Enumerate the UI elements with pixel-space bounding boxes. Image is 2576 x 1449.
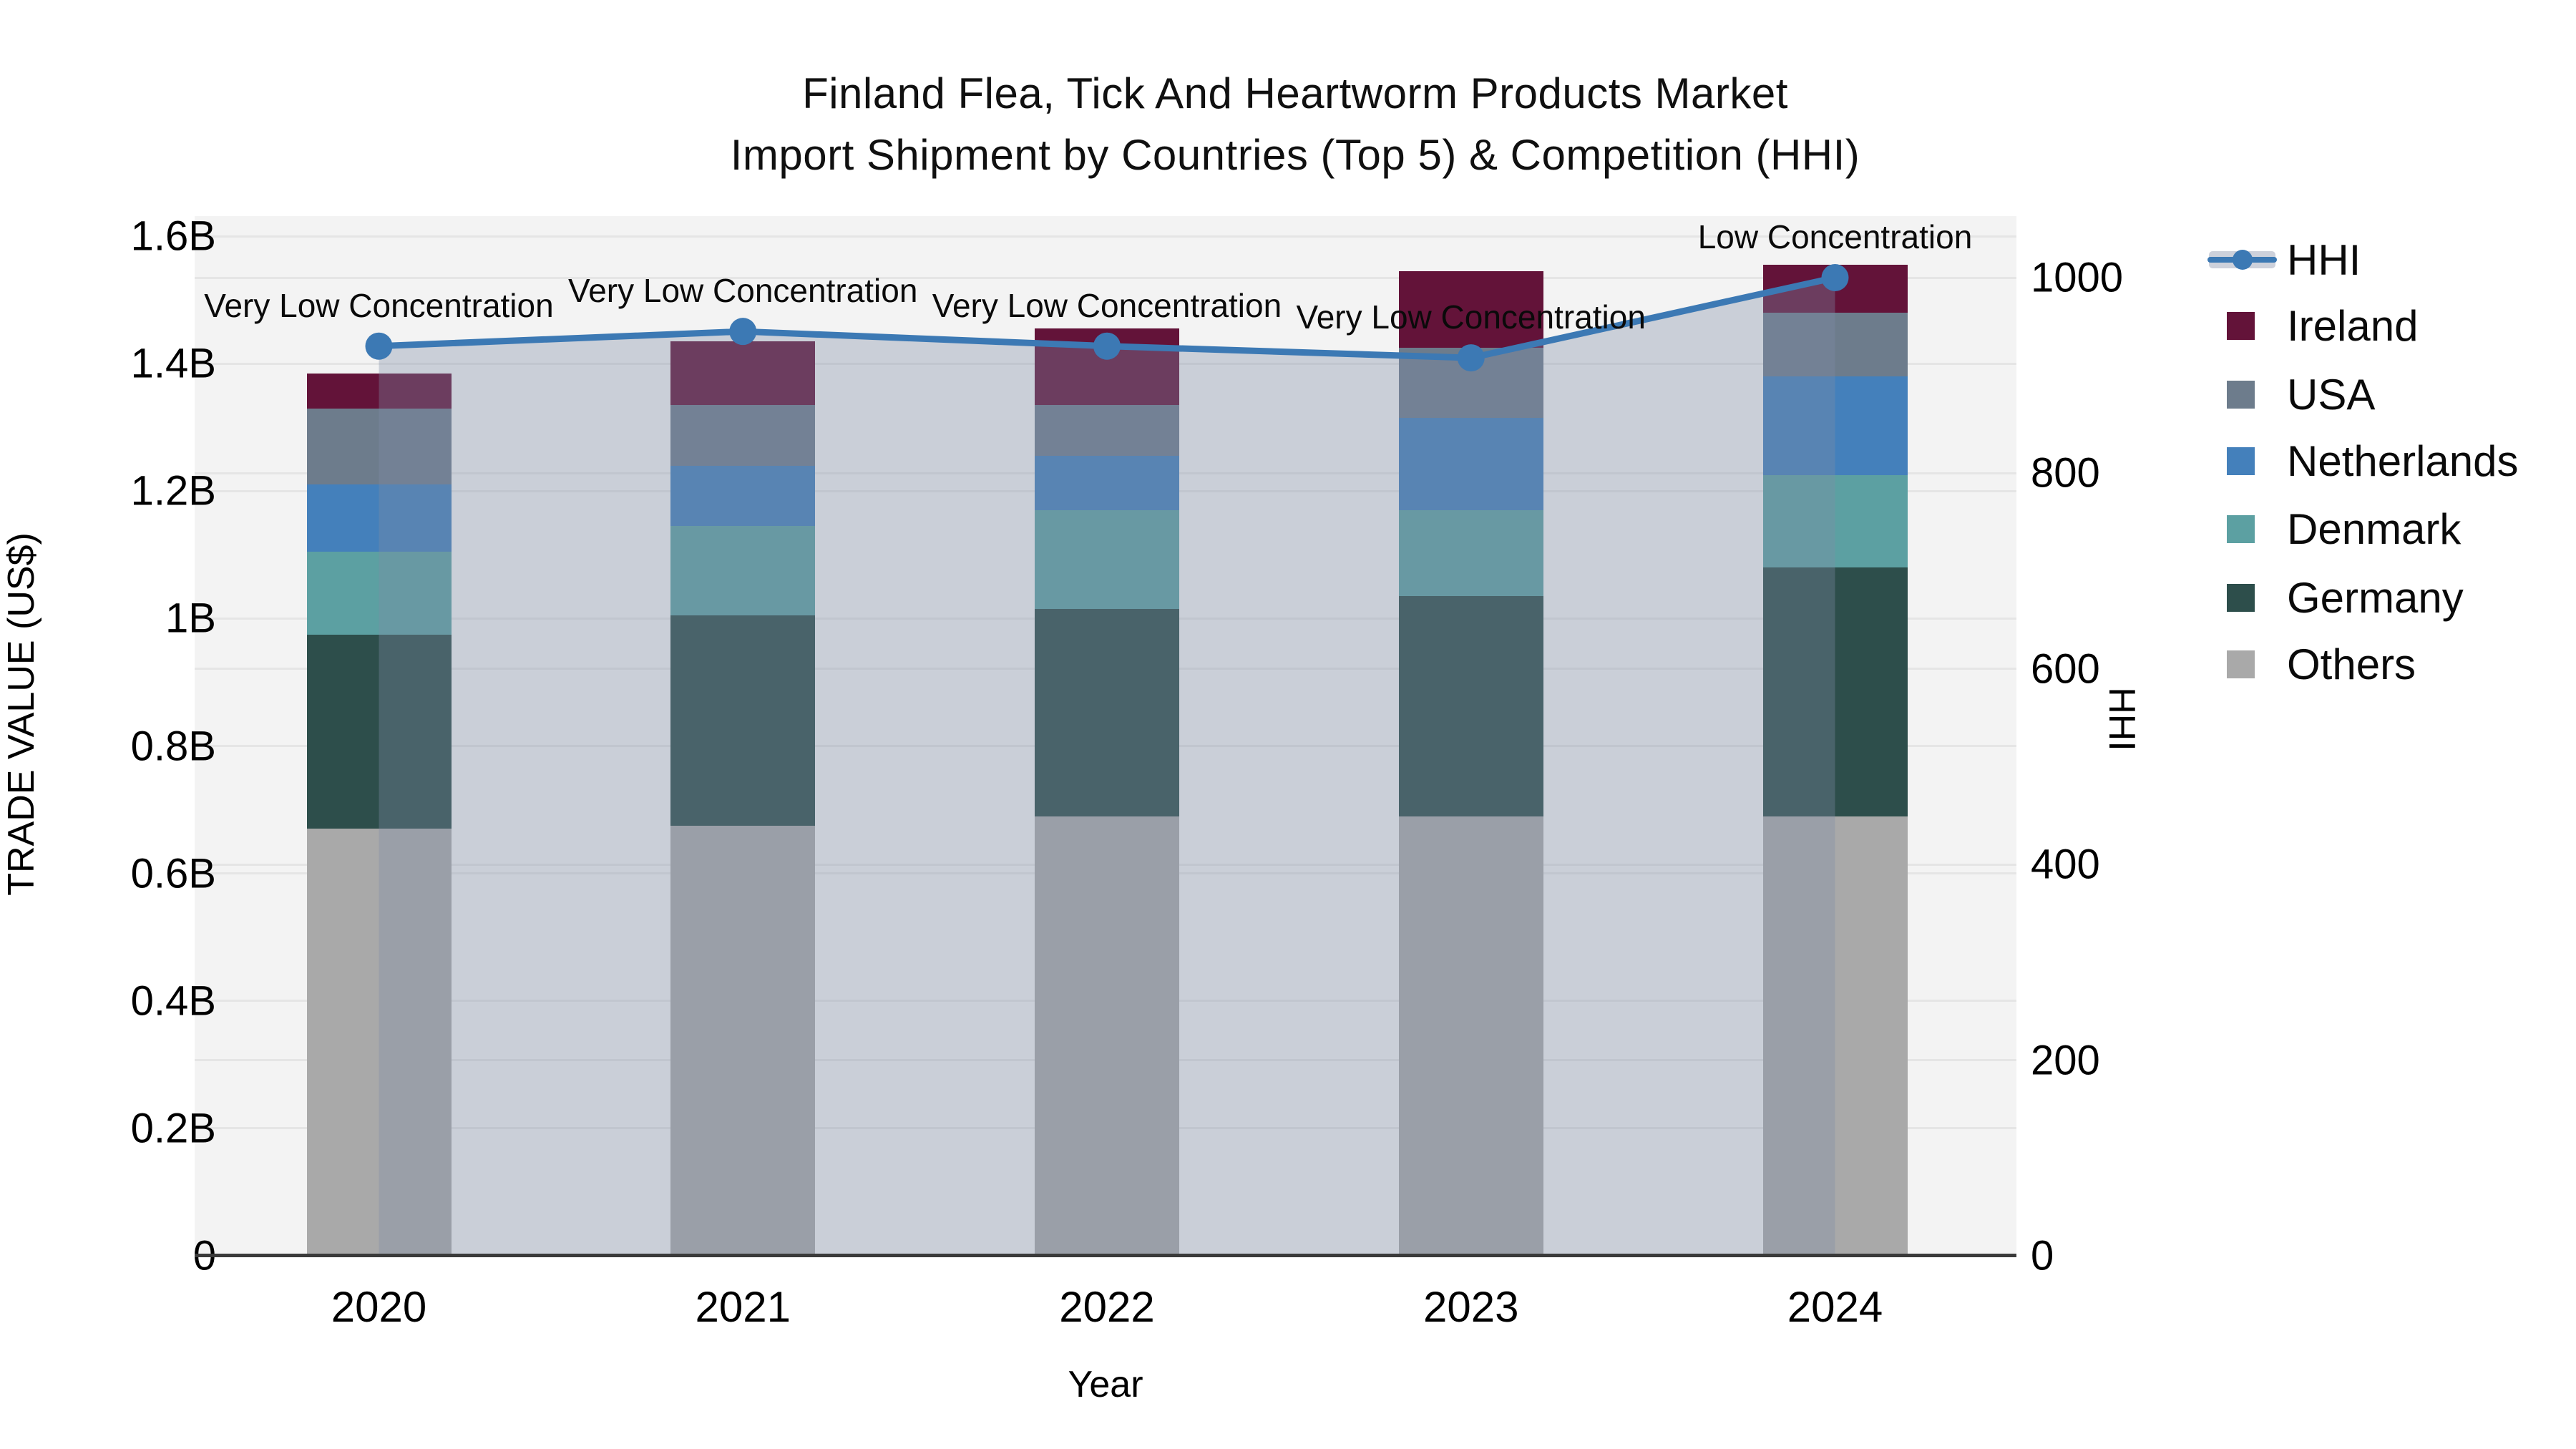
hhi-line-marker-dot bbox=[2232, 250, 2253, 270]
x-tick-2020: 2020 bbox=[331, 1283, 427, 1331]
legend-item-hhi[interactable]: HHI bbox=[2207, 235, 2361, 285]
y-left-tick-0.6B: 0.6B bbox=[130, 850, 216, 897]
bar-segment-netherlands-2022[interactable] bbox=[1035, 456, 1179, 510]
bar-segment-denmark-2020[interactable] bbox=[306, 551, 452, 635]
plot-area: Very Low Concentration Very Low Concentra… bbox=[195, 216, 2016, 1256]
hhi-line-icon bbox=[2207, 250, 2277, 270]
legend-label: Ireland bbox=[2287, 301, 2419, 350]
legend-item-denmark[interactable]: Denmark bbox=[2207, 504, 2461, 554]
gridline-right-1000 bbox=[195, 276, 2016, 279]
legend-label: HHI bbox=[2287, 235, 2361, 284]
y-axis-left-title: TRADE VALUE (US$) bbox=[1, 532, 42, 896]
legend-swatch-ireland bbox=[2227, 311, 2255, 340]
legend-swatch-netherlands bbox=[2227, 447, 2255, 475]
y-axis-right-title: HHI bbox=[2101, 687, 2142, 751]
legend-swatch-others bbox=[2227, 650, 2255, 678]
chart-title-line2: Import Shipment by Countries (Top 5) & C… bbox=[730, 131, 1860, 179]
y-left-tick-1.4B: 1.4B bbox=[130, 340, 216, 387]
bar-segment-others-2020[interactable] bbox=[306, 829, 452, 1256]
bar-segment-germany-2023[interactable] bbox=[1398, 596, 1543, 816]
x-tick-2024: 2024 bbox=[1787, 1283, 1883, 1331]
legend-item-germany[interactable]: Germany bbox=[2207, 572, 2464, 623]
annotation-2020: Very Low Concentration bbox=[204, 286, 554, 324]
annotation-2021: Very Low Concentration bbox=[568, 272, 918, 310]
bar-segment-ireland-2024[interactable] bbox=[1762, 265, 1908, 313]
x-tick-2022: 2022 bbox=[1059, 1283, 1155, 1331]
bar-segment-others-2023[interactable] bbox=[1398, 816, 1543, 1256]
x-axis-title: Year bbox=[1068, 1364, 1143, 1405]
annotation-2023: Very Low Concentration bbox=[1296, 298, 1646, 336]
bar-segment-germany-2021[interactable] bbox=[670, 615, 816, 826]
bar-segment-usa-2021[interactable] bbox=[670, 405, 816, 466]
y-right-tick-1000: 1000 bbox=[2031, 254, 2124, 301]
y-left-tick-0.4B: 0.4B bbox=[130, 977, 216, 1025]
legend-swatch-denmark bbox=[2227, 514, 2255, 543]
bar-segment-germany-2024[interactable] bbox=[1762, 567, 1908, 816]
legend-label: Netherlands bbox=[2287, 436, 2519, 485]
legend-swatch-germany bbox=[2227, 583, 2255, 612]
legend-item-usa[interactable]: USA bbox=[2207, 369, 2375, 419]
gridline-left-1.6B bbox=[195, 235, 2016, 238]
y-left-tick-0.8B: 0.8B bbox=[130, 723, 216, 770]
bar-segment-usa-2023[interactable] bbox=[1398, 347, 1543, 418]
annotation-2024: Low Concentration bbox=[1697, 218, 1973, 255]
x-tick-2023: 2023 bbox=[1423, 1283, 1519, 1331]
legend-label: Others bbox=[2287, 640, 2416, 688]
bar-segment-netherlands-2023[interactable] bbox=[1398, 417, 1543, 510]
annotation-2022: Very Low Concentration bbox=[932, 286, 1282, 324]
bar-segment-usa-2022[interactable] bbox=[1035, 405, 1179, 457]
chart-title-line1: Finland Flea, Tick And Heartworm Product… bbox=[802, 69, 1788, 117]
bar-segment-usa-2024[interactable] bbox=[1762, 312, 1908, 376]
bar-segment-ireland-2022[interactable] bbox=[1035, 328, 1179, 406]
bar-segment-germany-2022[interactable] bbox=[1035, 609, 1179, 816]
y-left-tick-1.6B: 1.6B bbox=[130, 213, 216, 260]
y-right-tick-200: 200 bbox=[2031, 1037, 2100, 1084]
y-right-tick-0: 0 bbox=[2031, 1232, 2054, 1279]
bar-segment-netherlands-2024[interactable] bbox=[1762, 376, 1908, 476]
bar-segment-denmark-2024[interactable] bbox=[1762, 475, 1908, 568]
bar-segment-denmark-2021[interactable] bbox=[670, 526, 816, 615]
bar-segment-ireland-2021[interactable] bbox=[670, 341, 816, 406]
y-left-tick-0: 0 bbox=[192, 1232, 216, 1279]
legend-label: USA bbox=[2287, 370, 2376, 419]
bar-segment-others-2022[interactable] bbox=[1035, 816, 1179, 1256]
bar-segment-usa-2020[interactable] bbox=[306, 408, 452, 485]
y-right-tick-400: 400 bbox=[2031, 841, 2100, 888]
bar-segment-others-2021[interactable] bbox=[670, 825, 816, 1256]
bar-segment-ireland-2020[interactable] bbox=[306, 373, 452, 409]
legend-item-others[interactable]: Others bbox=[2207, 639, 2416, 689]
y-left-tick-1.2B: 1.2B bbox=[130, 467, 216, 514]
x-axis-line bbox=[195, 1254, 2016, 1257]
bar-segment-others-2024[interactable] bbox=[1762, 816, 1908, 1256]
y-right-tick-800: 800 bbox=[2031, 449, 2100, 497]
y-left-tick-1B: 1B bbox=[165, 595, 216, 642]
bar-segment-denmark-2022[interactable] bbox=[1035, 510, 1179, 610]
bar-segment-netherlands-2020[interactable] bbox=[306, 484, 452, 552]
legend-item-ireland[interactable]: Ireland bbox=[2207, 301, 2418, 351]
legend-swatch-usa bbox=[2227, 380, 2255, 409]
legend-label: Germany bbox=[2287, 573, 2464, 622]
x-tick-2021: 2021 bbox=[695, 1283, 791, 1331]
bar-segment-denmark-2023[interactable] bbox=[1398, 510, 1543, 597]
legend-label: Denmark bbox=[2287, 504, 2462, 553]
hhi-marker-2020[interactable] bbox=[365, 332, 393, 360]
bar-segment-netherlands-2021[interactable] bbox=[670, 465, 816, 527]
y-right-tick-600: 600 bbox=[2031, 645, 2100, 693]
legend-item-netherlands[interactable]: Netherlands bbox=[2207, 436, 2519, 486]
bar-segment-germany-2020[interactable] bbox=[306, 634, 452, 829]
y-left-tick-0.2B: 0.2B bbox=[130, 1105, 216, 1152]
